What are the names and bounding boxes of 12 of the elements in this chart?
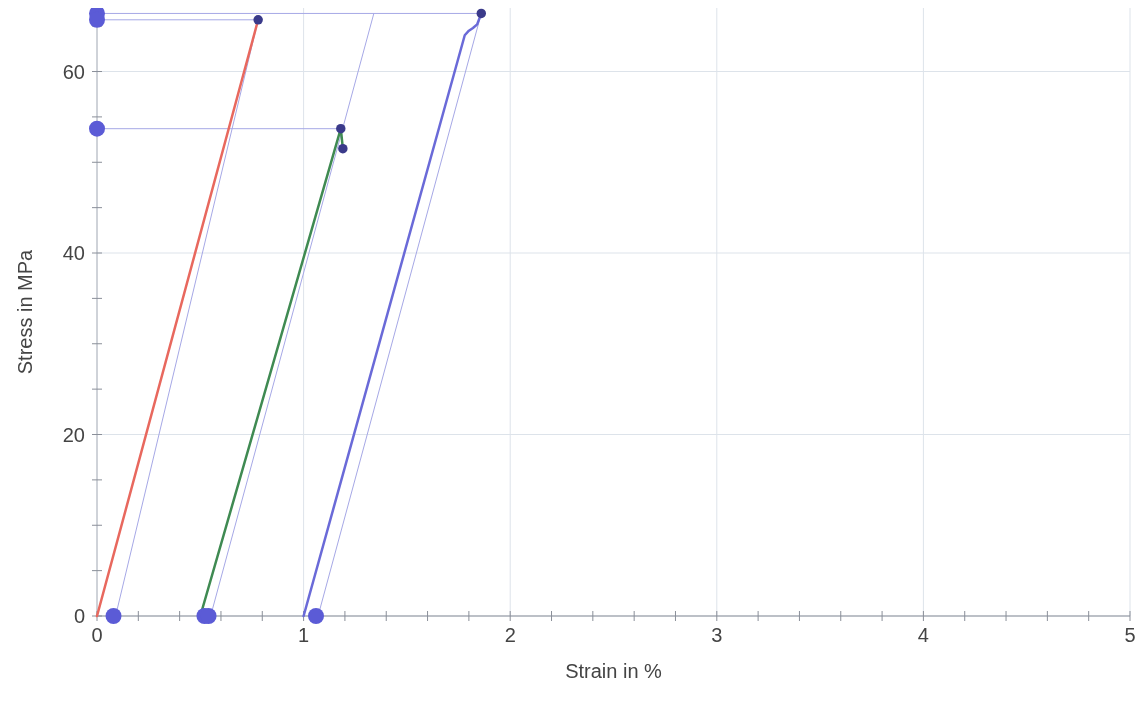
x-tick-label: 1 xyxy=(298,624,310,646)
y-tick-label: 40 xyxy=(62,242,85,265)
x-tick-label: 4 xyxy=(917,624,929,646)
y-tick-label: 0 xyxy=(73,605,85,627)
x-tick-label: 5 xyxy=(1124,624,1136,646)
y-tick-label: 20 xyxy=(62,423,85,446)
x-tick-label: 2 xyxy=(504,624,516,646)
x-axis-title: Strain in % xyxy=(565,660,663,682)
x-tick-label: 0 xyxy=(91,624,103,646)
y-axis-title: Stress in MPa xyxy=(14,248,36,375)
x-tick-label: 3 xyxy=(711,624,723,646)
y-tick-label: 60 xyxy=(62,60,85,83)
